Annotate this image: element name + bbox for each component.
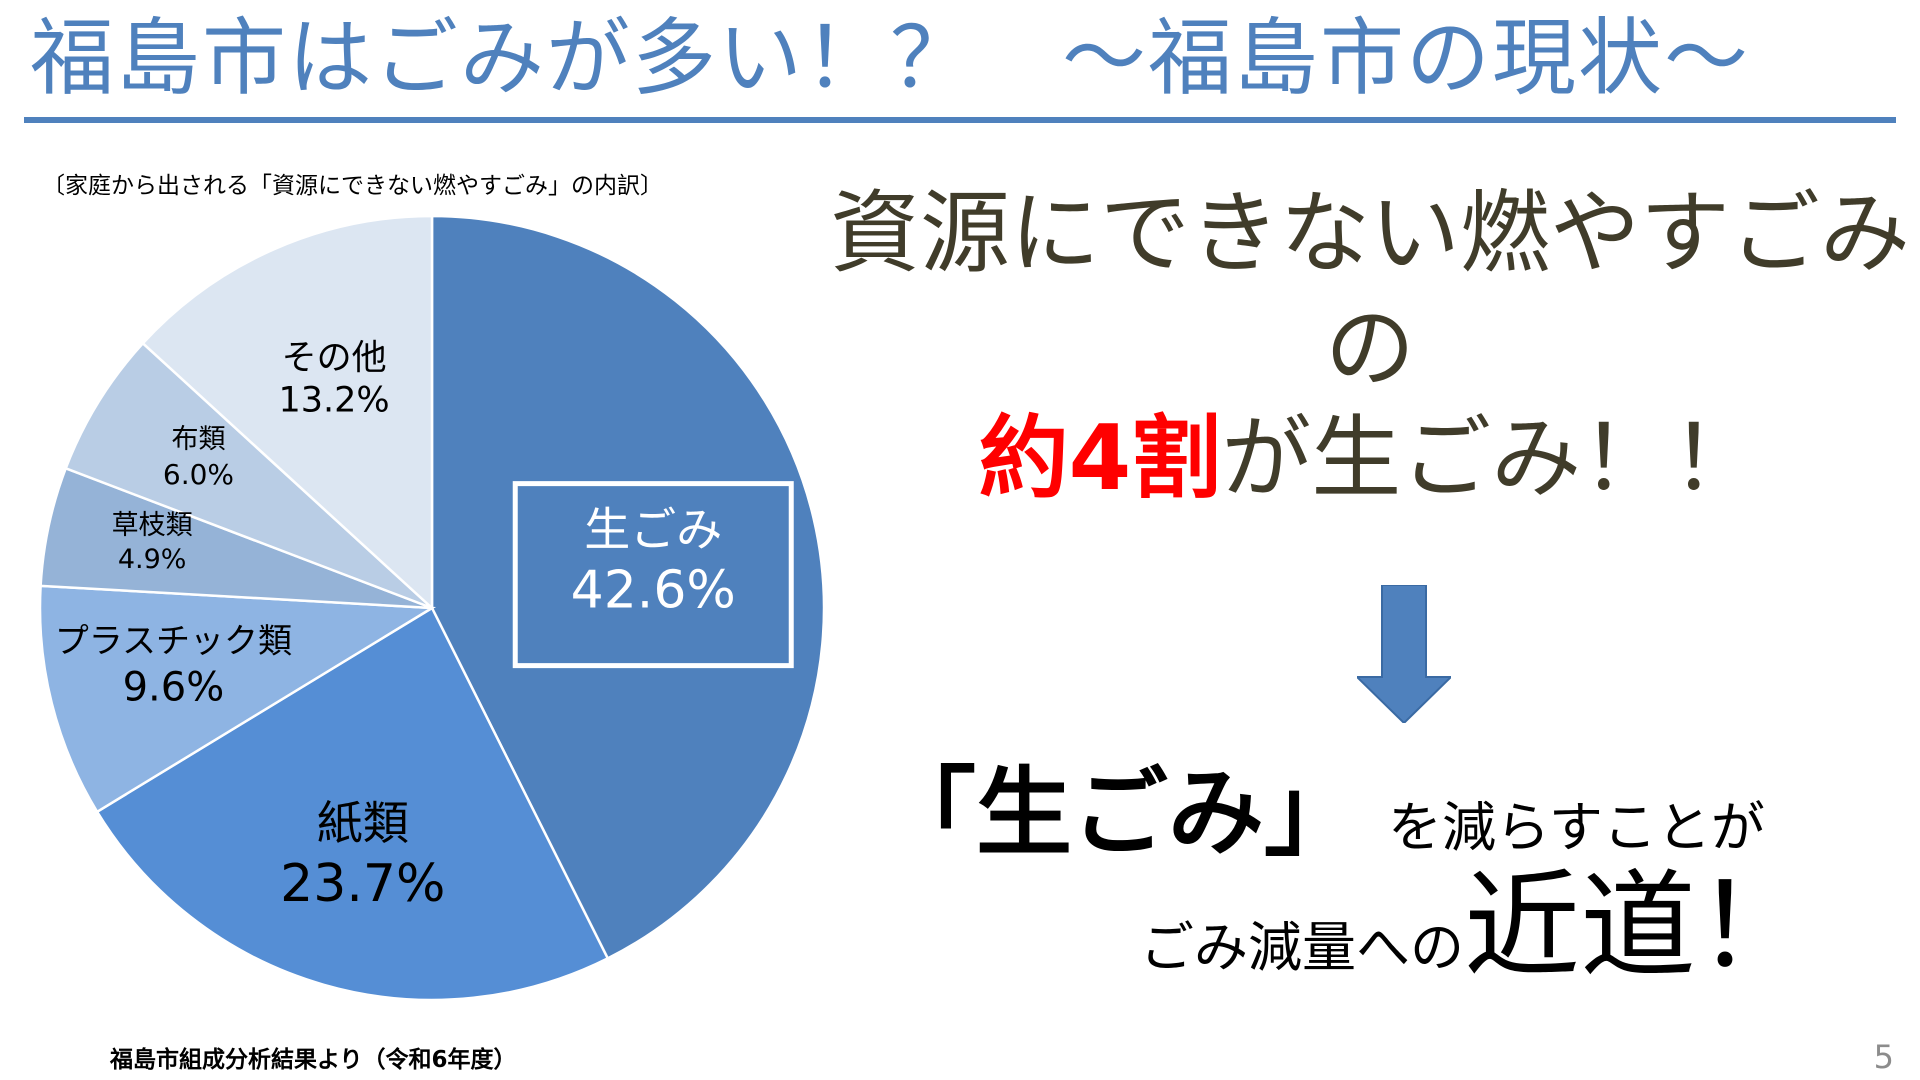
slice-value-4: 4.9%: [118, 544, 187, 575]
slice-label-5: 布類: [171, 424, 225, 455]
slice-label-2: 紙類: [317, 796, 409, 850]
pie-slice-3: [38, 584, 437, 814]
conclusion-line-1: 「生ごみ」 を減らすことが: [880, 735, 1765, 874]
conclusion-2-big: 近道！: [1464, 859, 1812, 994]
conclusion-line-2: ごみ減量への近道！: [1140, 832, 1812, 1000]
source-note: 福島市組成分析結果より（令和6年度）: [110, 1047, 517, 1073]
slice-label-3: プラスチック類: [55, 622, 292, 662]
message-line-2: の: [1325, 296, 1415, 401]
slice-value-5: 6.0%: [163, 458, 234, 491]
slice-label-1: 生ごみ: [584, 503, 722, 557]
conclusion-rest: を減らすことが: [1388, 796, 1765, 859]
slice-value-2: 23.7%: [280, 854, 445, 914]
pie-slice-2: [95, 606, 610, 1002]
slice-value-3: 9.6%: [123, 665, 225, 711]
page-number: 5: [1873, 1038, 1894, 1076]
message-emphasis: 約4割: [978, 406, 1222, 511]
slice-value-6: 13.2%: [278, 381, 389, 421]
message-line-1: 資源にできない燃やすごみ: [830, 181, 1910, 286]
pie-slice-5: [64, 341, 433, 610]
pie-slice-6: [141, 214, 434, 611]
message-line-3: 約4割が生ごみ！！: [820, 385, 1920, 515]
conclusion-emphasis: 「生ごみ」: [880, 757, 1360, 869]
conclusion-2-prefix: ごみ減量への: [1140, 916, 1464, 979]
slide-title: 福島市はごみが多い！？ ～福島市の現状～: [30, 9, 1751, 107]
chart-caption: 〔家庭から出される「資源にできない燃やすごみ」の内訳〕: [42, 173, 663, 199]
highlight-box: [512, 481, 794, 669]
slice-value-1: 42.6%: [571, 561, 736, 621]
message-line-3-rest: が生ごみ！！: [1221, 406, 1762, 511]
down-arrow-icon: [1357, 585, 1451, 723]
slice-label-6: その他: [282, 339, 387, 379]
pie-slice-1: [430, 214, 826, 961]
slice-label-4: 草枝類: [112, 510, 193, 541]
title-underline: [24, 117, 1896, 123]
